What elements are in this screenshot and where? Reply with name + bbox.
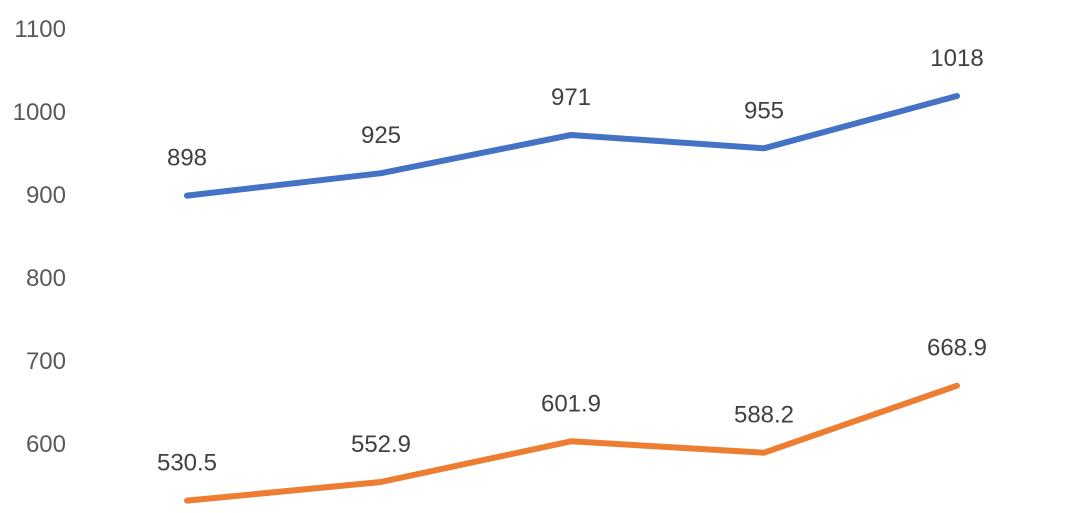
data-label-s1-4: 955 xyxy=(744,97,784,124)
data-labels: 898 925 971 955 1018 530.5 552.9 601.9 588.2 668.… xyxy=(157,45,987,477)
y-tick-label: 1100 xyxy=(14,16,66,43)
data-label-s1-2: 925 xyxy=(361,122,401,149)
y-tick-label: 900 xyxy=(26,182,66,209)
data-label-s2-5: 668.9 xyxy=(927,335,987,362)
series-layer xyxy=(184,93,960,504)
data-label-s1-5: 1018 xyxy=(930,45,983,72)
data-label-s1-1: 898 xyxy=(167,145,207,172)
y-tick-label: 1000 xyxy=(13,99,66,126)
data-label-s2-3: 601.9 xyxy=(541,390,601,417)
y-tick-label: 800 xyxy=(26,265,66,292)
y-tick-label: 700 xyxy=(26,348,66,375)
data-label-s2-2: 552.9 xyxy=(351,431,411,458)
data-label-s1-3: 971 xyxy=(551,84,591,111)
data-label-s2-4: 588.2 xyxy=(734,402,794,429)
y-axis: 600 700 800 900 1000 1100 xyxy=(13,16,66,458)
data-label-s2-1: 530.5 xyxy=(157,450,217,477)
y-tick-label: 600 xyxy=(26,431,66,458)
